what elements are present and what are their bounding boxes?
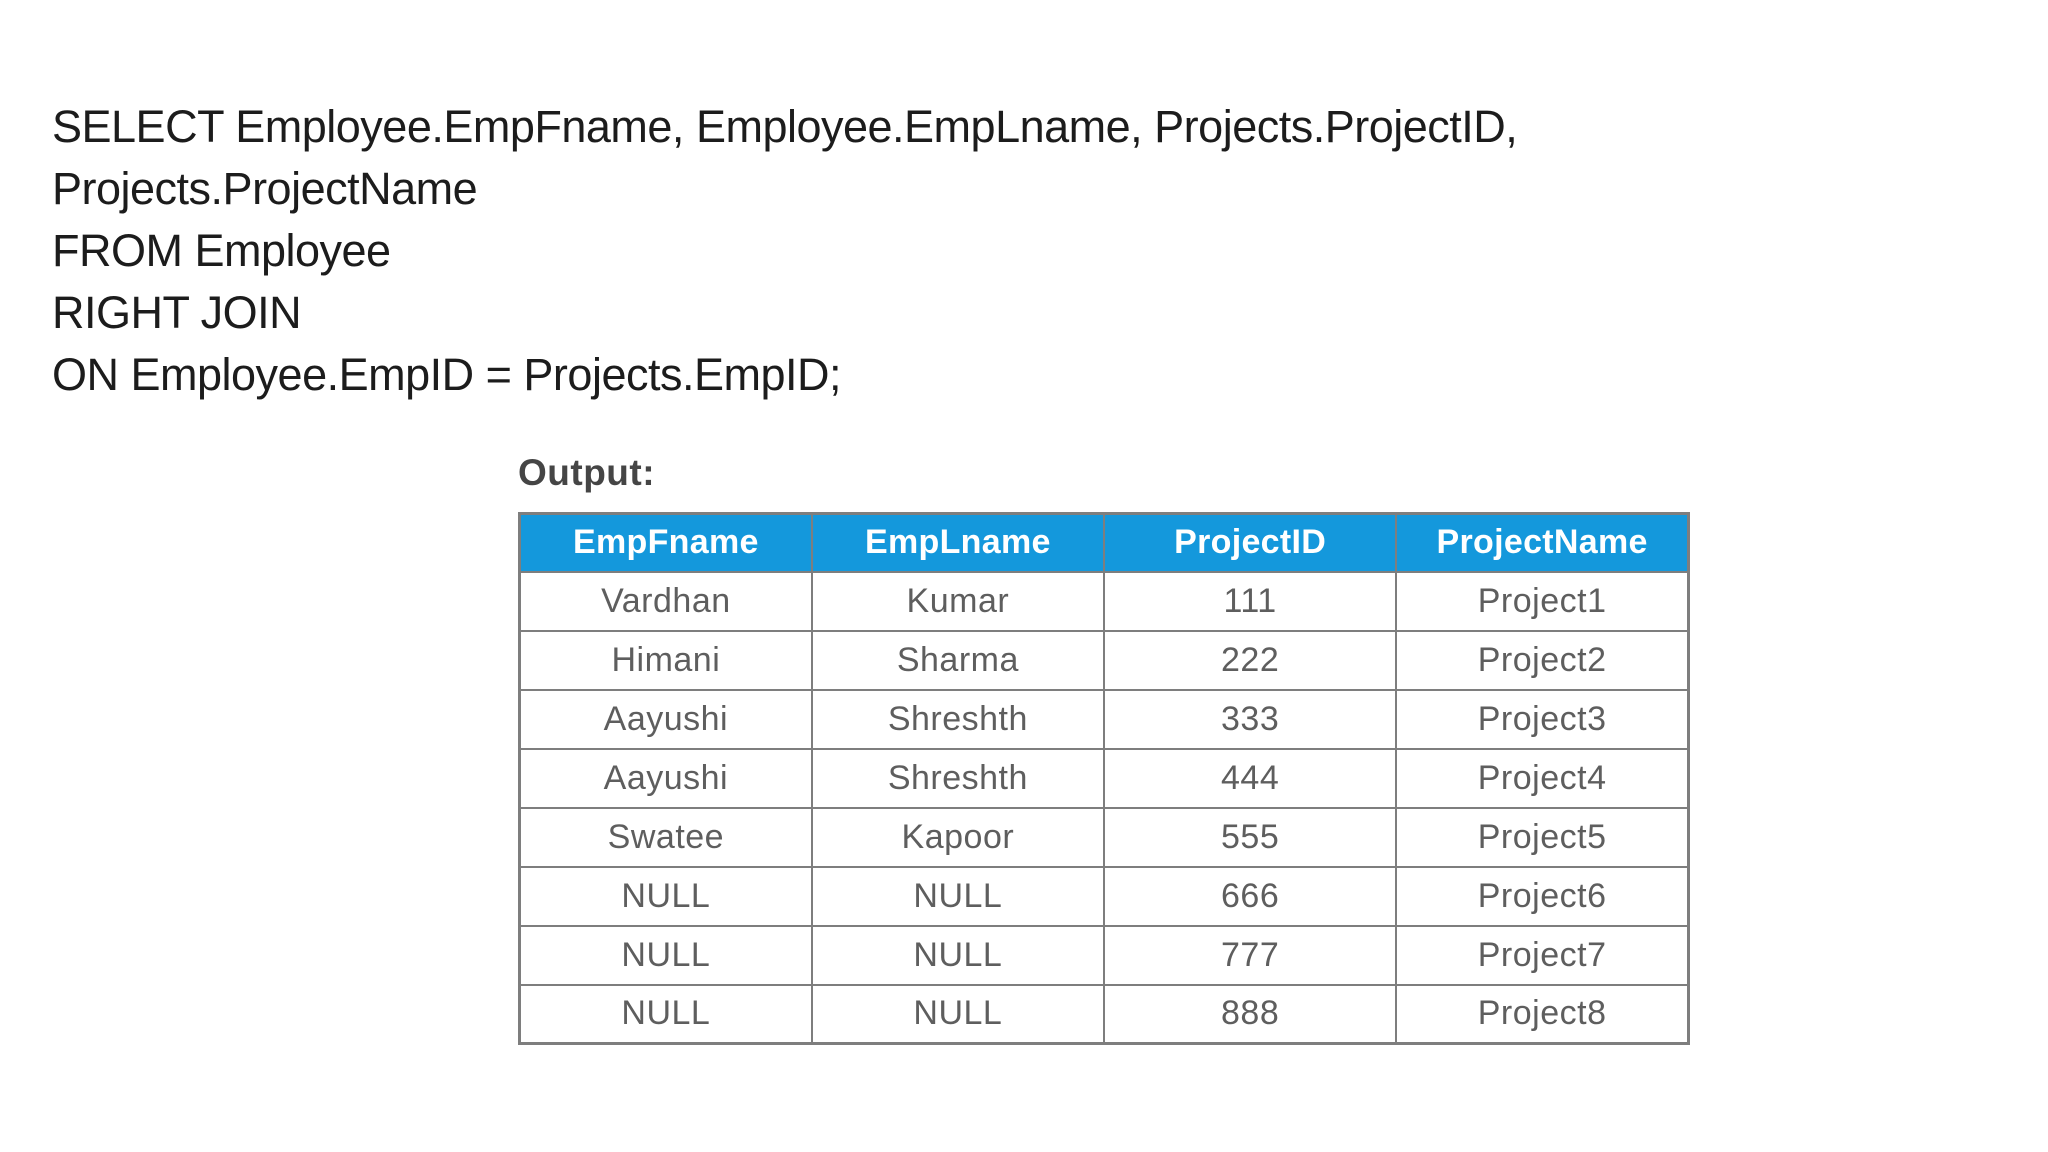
table-cell: 222 bbox=[1102, 629, 1398, 691]
table-cell: Shreshth bbox=[810, 747, 1106, 809]
table-cell: NULL bbox=[810, 865, 1106, 927]
output-section: Output: EmpFname EmpLname ProjectID Project… bbox=[518, 452, 1690, 1045]
column-header: ProjectName bbox=[1395, 512, 1690, 573]
column-header: EmpLname bbox=[810, 512, 1106, 573]
table-cell: 777 bbox=[1102, 924, 1398, 986]
table-cell: Aayushi bbox=[518, 747, 813, 809]
table-body: Vardhan Kumar 111 Project1 Himani Sharma 222 Pr… bbox=[518, 570, 1690, 1045]
table-cell: NULL bbox=[810, 924, 1106, 986]
table-row: Himani Sharma 222 Project2 bbox=[518, 629, 1690, 691]
table-cell: Project2 bbox=[1395, 629, 1690, 691]
table-cell: Vardhan bbox=[518, 570, 813, 632]
output-label: Output: bbox=[518, 452, 656, 493]
table-cell: Kapoor bbox=[810, 806, 1106, 868]
table-cell: Shreshth bbox=[810, 688, 1106, 750]
sql-query-line: FROM Employee bbox=[52, 225, 391, 276]
table-cell: 555 bbox=[1102, 806, 1398, 868]
table-cell: 333 bbox=[1102, 688, 1398, 750]
table-row: Aayushi Shreshth 333 Project3 bbox=[518, 688, 1690, 750]
table-cell: Project8 bbox=[1395, 983, 1690, 1045]
table-cell: Project5 bbox=[1395, 806, 1690, 868]
table-row: Swatee Kapoor 555 Project5 bbox=[518, 806, 1690, 868]
table-cell: Himani bbox=[518, 629, 813, 691]
column-header: EmpFname bbox=[518, 512, 813, 573]
table-cell: Kumar bbox=[810, 570, 1106, 632]
table-cell: Project6 bbox=[1395, 865, 1690, 927]
sql-query-line: Projects.ProjectName bbox=[52, 163, 478, 214]
table-cell: NULL bbox=[518, 924, 813, 986]
table-cell: Project3 bbox=[1395, 688, 1690, 750]
column-header: ProjectID bbox=[1102, 512, 1398, 573]
table-row: Vardhan Kumar 111 Project1 bbox=[518, 570, 1690, 632]
table-cell: 111 bbox=[1102, 570, 1398, 632]
table-cell: Project4 bbox=[1395, 747, 1690, 809]
table-row: NULL NULL 777 Project7 bbox=[518, 924, 1690, 986]
table-cell: NULL bbox=[518, 983, 813, 1045]
table-cell: 666 bbox=[1102, 865, 1398, 927]
table-cell: NULL bbox=[810, 983, 1106, 1045]
table-row: Aayushi Shreshth 444 Project4 bbox=[518, 747, 1690, 809]
table-header-row: EmpFname EmpLname ProjectID ProjectName bbox=[518, 512, 1690, 573]
table-cell: Swatee bbox=[518, 806, 813, 868]
sql-query-text: SELECT Employee.EmpFname, Employee.EmpLn… bbox=[52, 96, 1518, 406]
sql-query-line: ON Employee.EmpID = Projects.EmpID; bbox=[52, 349, 842, 400]
sql-query-line: RIGHT JOIN bbox=[52, 287, 302, 338]
table-cell: Sharma bbox=[810, 629, 1106, 691]
table-cell: 888 bbox=[1102, 983, 1398, 1045]
table-cell: 444 bbox=[1102, 747, 1398, 809]
table-row: NULL NULL 666 Project6 bbox=[518, 865, 1690, 927]
table-cell: Aayushi bbox=[518, 688, 813, 750]
result-table: EmpFname EmpLname ProjectID ProjectName Var… bbox=[518, 512, 1690, 1045]
sql-query-line: SELECT Employee.EmpFname, Employee.EmpLn… bbox=[52, 101, 1518, 152]
table-cell: Project7 bbox=[1395, 924, 1690, 986]
table-cell: Project1 bbox=[1395, 570, 1690, 632]
table-cell: NULL bbox=[518, 865, 813, 927]
table-row: NULL NULL 888 Project8 bbox=[518, 983, 1690, 1045]
